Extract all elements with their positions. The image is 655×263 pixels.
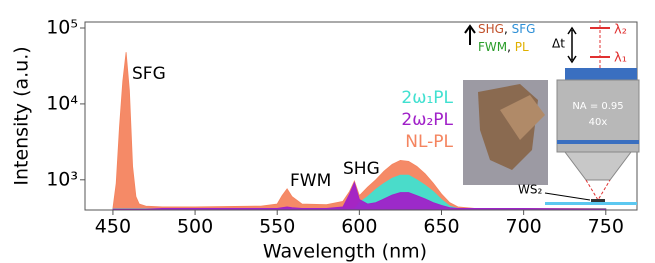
inset-label: Δt	[552, 37, 565, 51]
annotation: FWM	[290, 171, 331, 191]
objective-ring	[565, 68, 637, 80]
x-tick-label: 550	[259, 216, 295, 238]
x-tick-label: 450	[95, 216, 131, 238]
x-tick-label: 500	[177, 216, 213, 238]
annotation: SFG	[132, 64, 166, 84]
inset-label: SFG	[512, 22, 536, 36]
inset-label: PL	[515, 40, 529, 54]
x-tick-label: 700	[506, 216, 542, 238]
inset: SHG, SFG FWM, PL Δt λ₂ λ₁ NA = 0.95 40x …	[463, 20, 639, 205]
arrow	[465, 26, 475, 45]
legend-label: 2ω₂PL	[401, 110, 453, 130]
x-tick-label: 750	[588, 216, 624, 238]
x-tick-label: 600	[341, 216, 377, 238]
pointer	[545, 193, 590, 200]
legend-label: NL-PL	[405, 132, 453, 152]
y-axis-label: Intensity (a.u.)	[11, 46, 33, 185]
annotation: SHG	[343, 159, 380, 179]
inset-label: WS₂	[518, 183, 542, 197]
inset-label: SHG	[478, 22, 504, 36]
y-tick-label: 10⁴	[46, 92, 78, 114]
inset-label: 40x	[589, 117, 608, 128]
inset-label: ,	[507, 40, 511, 54]
legend-label: 2ω₁PL	[401, 88, 453, 108]
inset-label: λ₁	[614, 51, 627, 66]
objective-tip	[565, 152, 631, 180]
y-tick-label: 10³	[46, 168, 78, 190]
y-tick-label: 10⁵	[46, 17, 78, 39]
arrow	[568, 28, 576, 62]
x-axis-label: Wavelength (nm)	[263, 241, 427, 263]
sample	[591, 199, 605, 202]
inset-label: NA = 0.95	[572, 101, 623, 112]
substrate	[545, 202, 637, 205]
inset-label: λ₂	[614, 23, 627, 38]
chart: Intensity (a.u.) Wavelength (nm) SFG FWM…	[0, 0, 655, 263]
objective-band	[557, 140, 639, 144]
x-tick-label: 650	[423, 216, 459, 238]
inset-label: ,	[504, 22, 508, 36]
inset-label: FWM	[478, 40, 507, 54]
beam	[586, 180, 610, 200]
inset-text: FWM, PL	[478, 40, 529, 54]
inset-text: SHG, SFG	[478, 22, 535, 36]
